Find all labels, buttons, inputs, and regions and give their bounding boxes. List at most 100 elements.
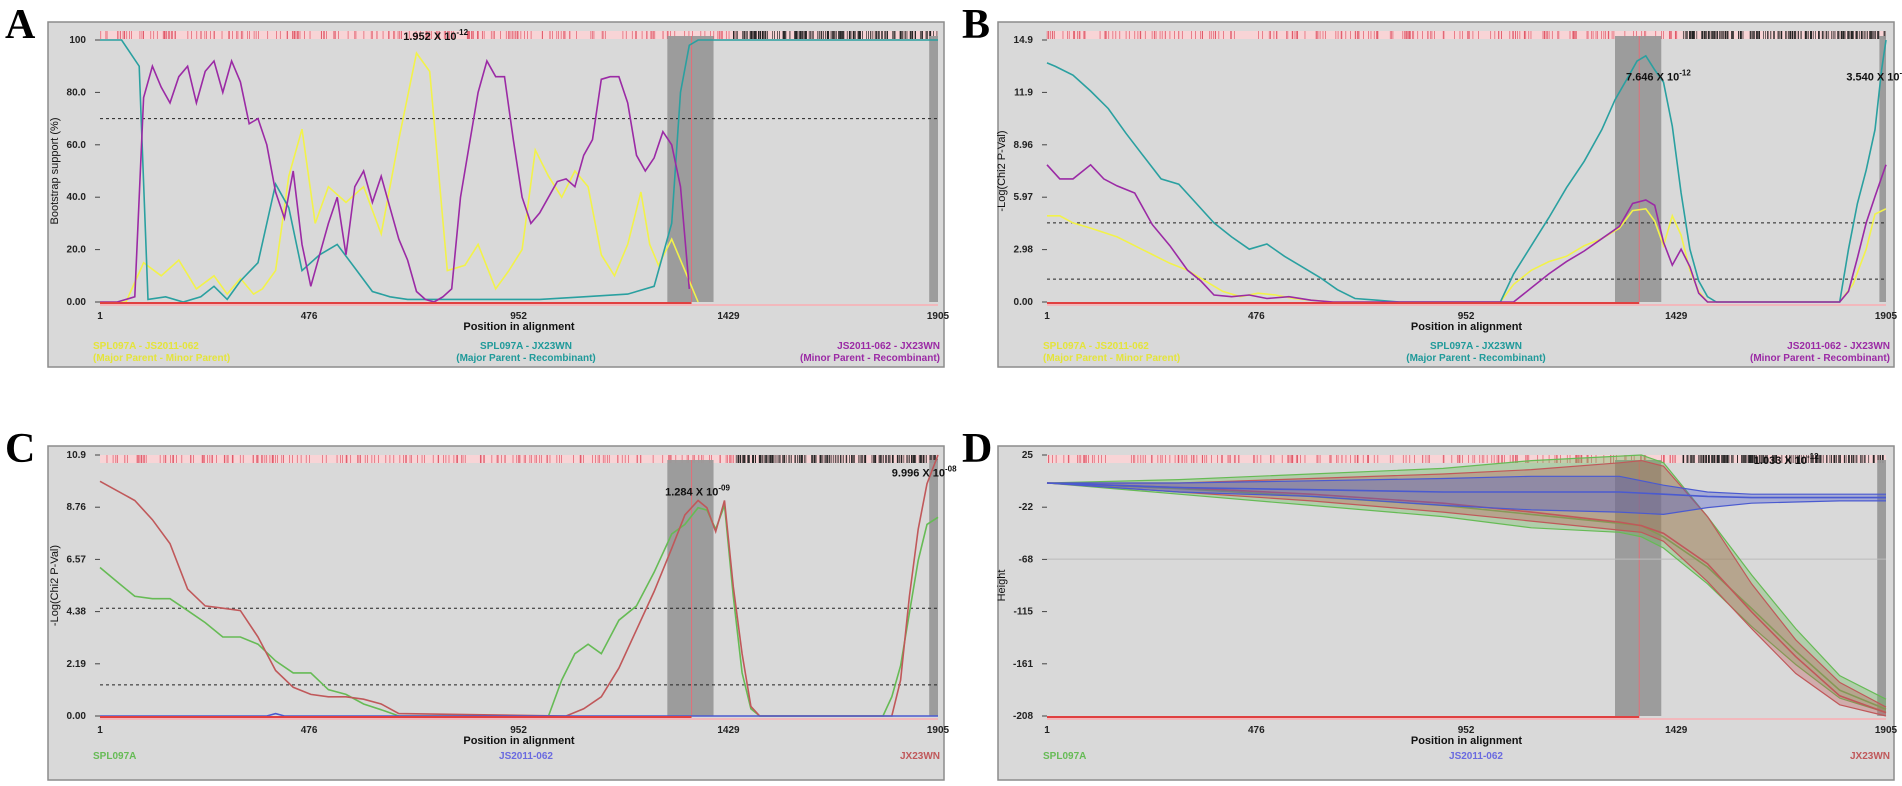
- series-band-red: [1047, 460, 1886, 716]
- y-tick-label: 0.00: [67, 297, 87, 308]
- legend-entry: JS2011-062 - JX23WN: [837, 341, 940, 352]
- y-tick-label: -68: [1019, 554, 1034, 565]
- legend-entry: SPL097A - JX23WN: [1430, 341, 1522, 352]
- series-band-blue: [1047, 476, 1886, 515]
- x-tick-label: 1429: [717, 725, 740, 736]
- legend-entry: JX23WN: [900, 751, 940, 762]
- series-line-red: [99, 454, 939, 717]
- y-tick-label: -115: [1014, 607, 1034, 618]
- x-tick-label: 476: [1248, 725, 1265, 736]
- y-tick-label: 14.9: [1014, 35, 1034, 46]
- y-tick-label: -161: [1013, 659, 1033, 670]
- legend-entry: JS2011-062 - JX23WN: [1787, 341, 1890, 352]
- y-tick-label: 6.57: [67, 554, 87, 565]
- p-value-base: 1.952 X 10: [403, 31, 456, 43]
- p-value-exponent: -12: [456, 28, 468, 37]
- site-marks: [1046, 31, 1886, 39]
- p-value-base: 3.540 X 10: [1846, 71, 1899, 83]
- y-tick-label: -208: [1013, 711, 1033, 722]
- panel-frame: [997, 445, 1895, 781]
- recombination-region: [1879, 36, 1886, 302]
- x-tick-label: 1: [97, 725, 103, 736]
- x-tick-label: 1: [1044, 311, 1050, 322]
- series-line-red: [1046, 482, 1887, 714]
- p-value-annotation: 1.952 X 10-12: [403, 28, 468, 43]
- y-axis-title: -Log(Chi2 P-Val): [996, 130, 1008, 211]
- p-value-annotation: 9.996 X 10-08: [892, 465, 957, 480]
- series-line-purple: [100, 58, 691, 303]
- site-strip: [100, 31, 938, 39]
- legend-entry: SPL097A - JX23WN: [480, 341, 572, 352]
- y-tick-label: 2.19: [67, 659, 87, 670]
- legend-entry: SPL097A - JS2011-062: [1043, 341, 1149, 352]
- legend-entry: JX23WN: [1850, 751, 1890, 762]
- series-lower-blue: [1046, 482, 1886, 516]
- recombination-region: [1614, 460, 1662, 716]
- site-strip: [1047, 31, 1886, 39]
- x-axis-title: Position in alignment: [1411, 321, 1523, 333]
- legend-entry-subtitle: (Major Parent - Minor Parent): [93, 353, 230, 364]
- legend-entry-subtitle: (Minor Parent - Recombinant): [1750, 353, 1890, 364]
- legend-entry: SPL097A: [1043, 751, 1086, 762]
- x-tick-label: 1: [97, 311, 103, 322]
- x-tick-label: 1905: [927, 725, 950, 736]
- legend-entry: JS2011-062: [499, 751, 553, 762]
- y-axis-title: -Log(Chi2 P-Val): [49, 545, 61, 626]
- x-tick-label: 1905: [927, 311, 950, 322]
- p-value-exponent: -12: [1679, 68, 1691, 77]
- x-axis-title: Position in alignment: [463, 321, 575, 333]
- panel-frame: [47, 21, 945, 368]
- y-tick-label: 4.38: [67, 607, 87, 618]
- p-value-annotation: 1.033 X 10-12: [1754, 452, 1819, 467]
- p-value-annotation: 3.540 X 10-12: [1846, 68, 1902, 83]
- panel-frame: [47, 445, 945, 781]
- series-line-teal: [1046, 39, 1887, 303]
- x-tick-label: 476: [301, 311, 318, 322]
- series-lower-green: [1046, 482, 1887, 714]
- recombination-region: [1614, 36, 1662, 302]
- panel-letter: A: [5, 2, 36, 48]
- p-value-annotation: 7.646 X 10-12: [1626, 68, 1691, 83]
- series-line-teal: [100, 39, 938, 303]
- series-line-yellow: [100, 51, 699, 303]
- y-tick-label: 20.0: [67, 245, 87, 256]
- legend-entry-subtitle: (Major Parent - Recombinant): [1406, 353, 1545, 364]
- x-tick-label: 476: [1248, 311, 1265, 322]
- legend-entry-subtitle: (Minor Parent - Recombinant): [800, 353, 940, 364]
- p-value-base: 9.996 X 10: [892, 468, 945, 480]
- y-tick-label: 60.0: [67, 140, 87, 151]
- x-tick-label: 1905: [1875, 725, 1898, 736]
- legend-entry: JS2011-062: [1449, 751, 1503, 762]
- site-marks: [1048, 455, 1884, 463]
- p-value-base: 1.284 X 10: [665, 487, 718, 499]
- panel-letter: C: [5, 426, 35, 472]
- recombination-region: [929, 36, 938, 302]
- x-tick-label: 952: [1458, 725, 1475, 736]
- y-tick-label: 5.97: [1014, 192, 1034, 203]
- x-tick-label: 952: [1458, 311, 1475, 322]
- p-value-base: 1.033 X 10: [1754, 455, 1807, 467]
- y-tick-label: 8.96: [1014, 140, 1034, 151]
- series-lower-red: [1046, 482, 1887, 717]
- x-tick-label: 1: [1044, 725, 1050, 736]
- series-line-yellow: [1047, 207, 1887, 303]
- series-upper-blue: [1047, 475, 1886, 495]
- y-tick-label: 0.00: [67, 711, 87, 722]
- panel-d: D -208 -161 -115 -68 -22 25 1 476 952 1429 1905 Posi…: [962, 426, 1898, 781]
- p-value-exponent: -12: [1900, 68, 1902, 77]
- p-value-annotation: 1.284 X 10-09: [665, 484, 730, 499]
- series-line-blue: [1046, 482, 1886, 499]
- x-tick-label: 952: [510, 311, 527, 322]
- y-axis-title: Bootstrap support (%): [49, 118, 61, 225]
- series-upper-red: [1047, 459, 1887, 708]
- y-tick-label: 80.0: [67, 87, 87, 98]
- x-tick-label: 476: [301, 725, 318, 736]
- series-band-green: [1047, 455, 1886, 713]
- y-tick-label: 8.76: [67, 502, 87, 513]
- p-value-exponent: -08: [945, 465, 957, 474]
- panel-c: C 0.00 2.19 4.38 6.57 8.76 10.9 1 476 952 1429 1905…: [5, 426, 957, 781]
- legend-entry-subtitle: (Major Parent - Recombinant): [456, 353, 595, 364]
- x-tick-label: 1429: [1665, 311, 1688, 322]
- y-tick-label: 40.0: [67, 192, 87, 203]
